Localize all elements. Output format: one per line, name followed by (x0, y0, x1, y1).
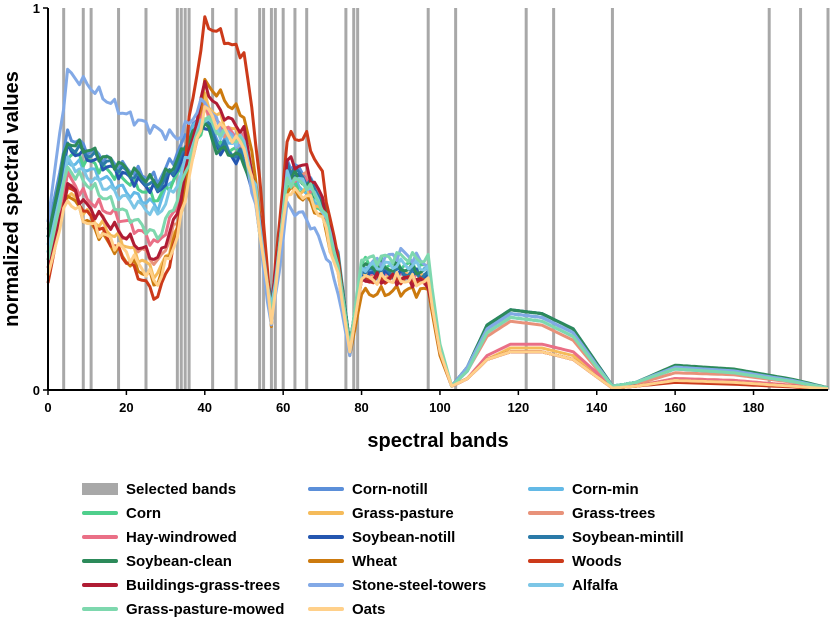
legend-label: Soybean-mintill (572, 528, 684, 546)
legend-item-buildings-grass-trees: Buildings-grass-trees (82, 574, 280, 596)
legend-swatch (82, 483, 118, 495)
legend-item-oats: Oats (308, 598, 385, 620)
legend-swatch (82, 511, 118, 515)
legend-label: Oats (352, 600, 386, 618)
legend-item-soybean-clean: Soybean-clean (82, 550, 232, 572)
legend-swatch (308, 511, 344, 515)
x-tick-label-20: 20 (119, 400, 133, 415)
legend-label: Grass-pasture-mowed (126, 600, 285, 618)
legend-swatch (528, 511, 564, 515)
legend-item-wheat: Wheat (308, 550, 397, 572)
series-line-oats (46, 105, 829, 391)
legend-label: Wheat (352, 552, 397, 570)
legend-item-corn-min: Corn-min (528, 478, 639, 500)
legend-swatch (528, 559, 564, 563)
y-tick-label-0: 0 (33, 383, 40, 398)
legend-item-grass-trees: Grass-trees (528, 502, 655, 524)
x-tick-label-140: 140 (586, 400, 608, 415)
legend-label: Grass-trees (572, 504, 656, 522)
y-axis-title: normalized spectral values (1, 71, 23, 327)
legend-item-alfalfa: Alfalfa (528, 574, 618, 596)
x-tick-label-40: 40 (198, 400, 212, 415)
legend-label: Corn (126, 504, 161, 522)
legend-label: Stone-steel-towers (352, 576, 487, 594)
y-tick-label-1: 1 (33, 1, 40, 16)
legend-item-grass-pasture-mowed: Grass-pasture-mowed (82, 598, 284, 620)
legend-swatch (308, 535, 344, 539)
legend-item-selected-bands: Selected bands (82, 478, 236, 500)
legend-item-soybean-mintill: Soybean-mintill (528, 526, 684, 548)
legend-swatch (308, 607, 344, 611)
legend-swatch (528, 487, 564, 491)
x-tick-label-120: 120 (508, 400, 530, 415)
legend-item-woods: Woods (528, 550, 622, 572)
legend-swatch (82, 559, 118, 563)
x-tick-label-160: 160 (664, 400, 686, 415)
legend-swatch (82, 583, 118, 587)
legend-item-grass-pasture: Grass-pasture (308, 502, 454, 524)
legend-swatch (82, 607, 118, 611)
legend-label: Soybean-clean (126, 552, 232, 570)
legend-label: Buildings-grass-trees (126, 576, 281, 594)
legend-label: Soybean-notill (352, 528, 456, 546)
legend-swatch (82, 535, 118, 539)
series-line-grass-pasture-mowed (46, 115, 829, 390)
legend-label: Woods (572, 552, 622, 570)
legend-swatch (308, 583, 344, 587)
legend: Selected bands Corn-notill Corn-min Corn Gra… (0, 478, 830, 627)
legend-label: Corn-notill (352, 480, 428, 498)
legend-label: Selected bands (126, 480, 237, 498)
y-ticks-group: 01 (33, 1, 48, 398)
x-tick-label-80: 80 (354, 400, 368, 415)
legend-item-stone-steel-towers: Stone-steel-towers (308, 574, 486, 596)
legend-item-corn: Corn (82, 502, 161, 524)
legend-swatch (308, 487, 344, 491)
legend-label: Corn-min (572, 480, 639, 498)
legend-item-corn-notill: Corn-notill (308, 478, 428, 500)
legend-label: Hay-windrowed (126, 528, 237, 546)
x-axis-title: spectral bands (367, 430, 508, 452)
legend-swatch (528, 535, 564, 539)
legend-item-hay-windrowed: Hay-windrowed (82, 526, 237, 548)
legend-swatch (308, 559, 344, 563)
legend-item-soybean-notill: Soybean-notill (308, 526, 455, 548)
x-tick-label-0: 0 (44, 400, 51, 415)
x-ticks-group: 0 20 40 60 80 100 120 140 160 180 (44, 390, 764, 415)
spectral-chart: 0 20 40 60 80 100 120 140 160 180 01 spectral ban… (1, 1, 830, 452)
legend-swatch (528, 583, 564, 587)
x-tick-label-100: 100 (429, 400, 451, 415)
legend-label: Grass-pasture (352, 504, 454, 522)
x-tick-label-180: 180 (743, 400, 765, 415)
series-lines-group (46, 15, 829, 391)
x-tick-label-60: 60 (276, 400, 290, 415)
legend-label: Alfalfa (572, 576, 618, 594)
